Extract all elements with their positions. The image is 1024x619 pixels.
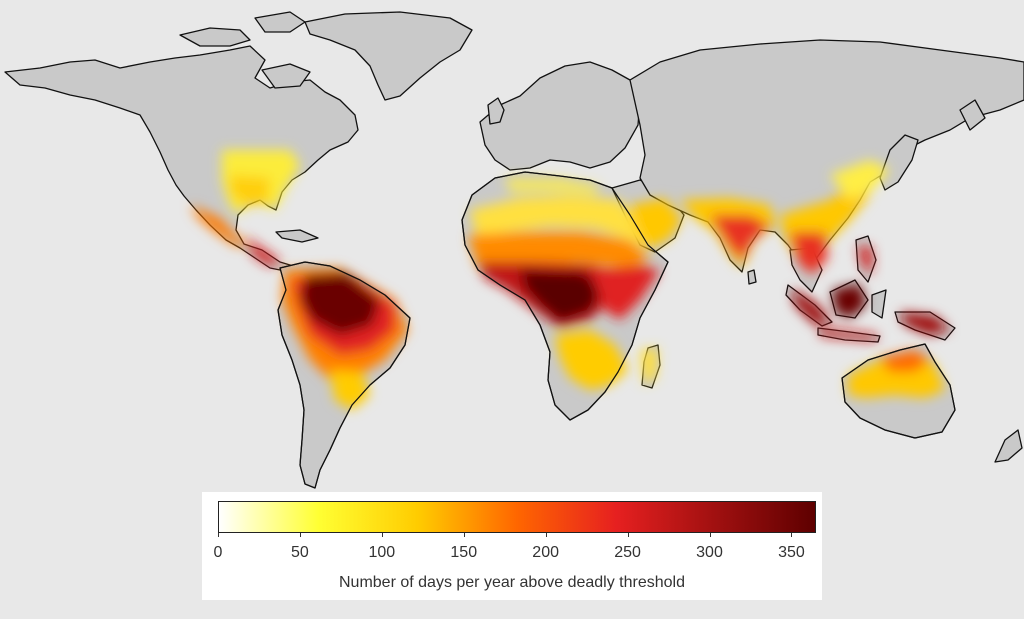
greenland bbox=[304, 11, 473, 101]
heat-overlay bbox=[190, 150, 950, 410]
sri-lanka bbox=[747, 269, 757, 285]
colorbar-tick bbox=[463, 533, 465, 537]
legend-panel: 0 50 100 150 200 250 300 350 Number of days per… bbox=[202, 492, 822, 600]
kamchatka bbox=[959, 99, 986, 131]
colorbar-tick bbox=[299, 533, 301, 537]
colorbar-tick-label: 100 bbox=[368, 544, 396, 561]
colorbar-tick bbox=[545, 533, 547, 537]
colorbar-tick bbox=[218, 533, 219, 537]
colorbar-ticks bbox=[218, 533, 816, 543]
colorbar-tick bbox=[791, 533, 793, 537]
europe bbox=[479, 61, 641, 171]
colorbar-tick-label: 50 bbox=[291, 544, 309, 561]
colorbar-tick-label: 200 bbox=[532, 544, 559, 561]
caribbean-islands bbox=[275, 229, 319, 243]
sulawesi bbox=[871, 289, 887, 319]
colorbar-tick-label: 350 bbox=[778, 544, 805, 561]
colorbar-tick bbox=[709, 533, 711, 537]
colorbar-tick-label: 300 bbox=[696, 544, 723, 561]
colorbar-tick bbox=[627, 533, 629, 537]
colorbar-tick bbox=[381, 533, 383, 537]
colorbar-tick-label: 250 bbox=[614, 544, 641, 561]
coastlines bbox=[277, 171, 956, 489]
colorbar-tick-label: 0 bbox=[213, 544, 223, 561]
arctic-island-1 bbox=[179, 27, 251, 47]
arctic-island-3 bbox=[261, 63, 311, 89]
new-zealand bbox=[994, 429, 1023, 463]
great-britain bbox=[487, 97, 505, 125]
arctic-island-2 bbox=[254, 11, 306, 33]
colorbar-tick-label: 150 bbox=[450, 544, 478, 561]
colorbar bbox=[218, 501, 816, 533]
legend-title: Number of days per year above deadly thr… bbox=[339, 574, 685, 591]
